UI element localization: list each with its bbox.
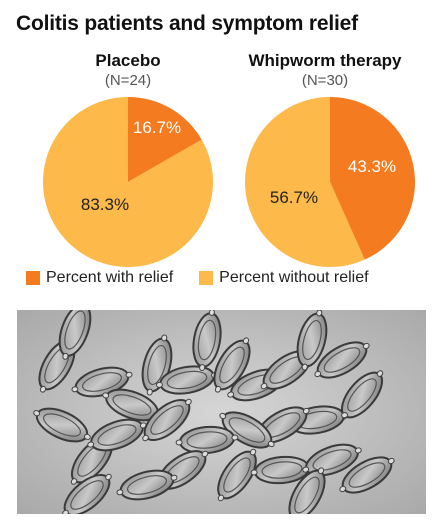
pie-1-label-0: 43.3% [348, 157, 396, 176]
whipworm-egg [217, 448, 257, 502]
whipworm-egg [87, 418, 147, 452]
pie-0-slice-1 [42, 97, 213, 267]
whipworm-egg [314, 341, 370, 379]
placebo-count: (N=24) [104, 72, 152, 89]
whipworm-egg [192, 308, 222, 372]
pie-1-slice-1 [245, 97, 365, 267]
whipworm-eggs-photo [17, 300, 426, 520]
whipworm-egg [62, 473, 112, 517]
pie-0-slice-0 [128, 97, 202, 182]
whipworm-egg [33, 407, 91, 443]
whipworm-title: Whipworm therapy [248, 51, 402, 70]
placebo-title: Placebo [95, 51, 161, 70]
legend-label-relief: Percent with relief [46, 269, 174, 286]
placebo-header: Placebo (N=24) [28, 51, 228, 89]
whipworm-egg [116, 469, 178, 501]
whipworm-header: Whipworm therapy (N=30) [225, 51, 425, 89]
pie-0-label-1: 83.3% [81, 195, 129, 214]
pie-1-slice-0 [330, 97, 416, 260]
legend-item-relief: Percent with relief [26, 269, 173, 287]
legend-label-no-relief: Percent without relief [219, 269, 369, 286]
whipworm-egg [219, 411, 275, 449]
legend-swatch-relief [26, 271, 40, 285]
whipworm-egg [296, 309, 328, 371]
chart-title: Colitis patients and symptom relief [16, 12, 358, 35]
whipworm-egg [302, 443, 362, 477]
whipworm-egg [213, 337, 251, 393]
whipworm-count: (N=30) [301, 72, 349, 89]
legend-item-no-relief: Percent without relief [199, 269, 369, 287]
pie-0-label-0: 16.7% [133, 118, 181, 137]
pie-1-label-1: 56.7% [270, 188, 318, 207]
whipworm-egg [339, 456, 395, 494]
legend: Percent with relief Percent without reli… [26, 269, 395, 287]
pie-charts: 16.7% 83.3% 43.3% 56.7% [42, 97, 416, 267]
whipworm-egg [142, 398, 192, 442]
legend-swatch-no-relief [199, 271, 214, 285]
